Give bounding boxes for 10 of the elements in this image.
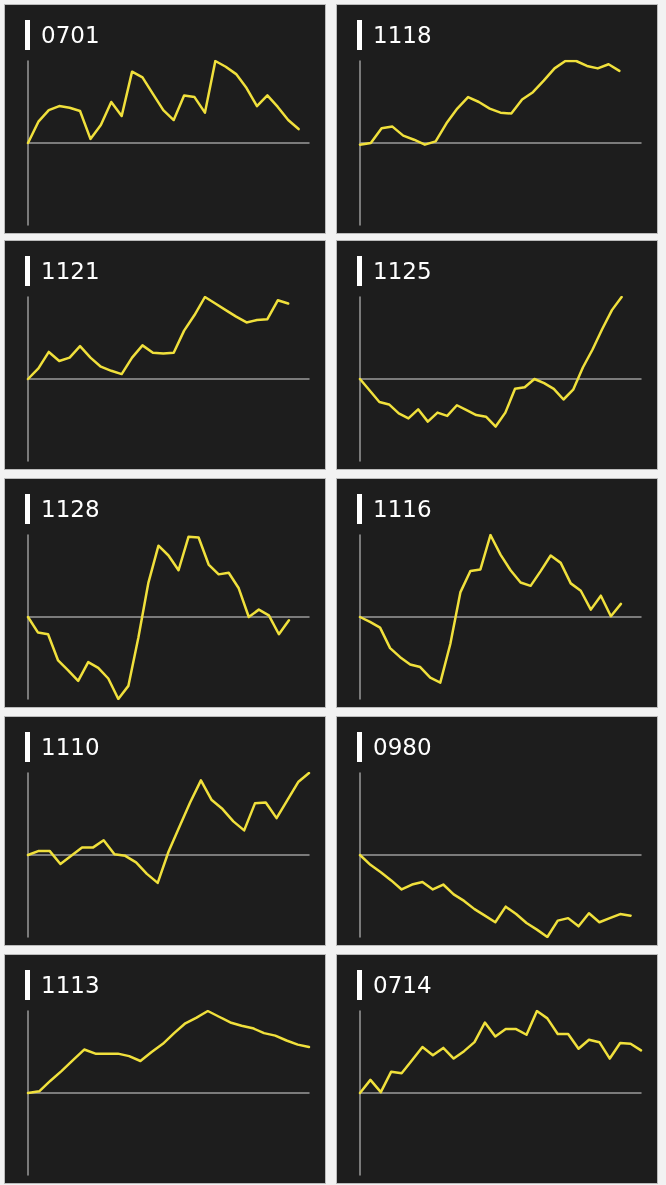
chart-title: 0701 [41, 22, 100, 48]
chart-title: 0980 [373, 734, 432, 760]
chart-title: 1125 [373, 258, 432, 284]
chart-title: 1113 [41, 972, 100, 998]
chart-title: 1121 [41, 258, 100, 284]
chart-title: 1118 [373, 22, 432, 48]
chart-title: 1116 [373, 496, 432, 522]
chart-title: 1110 [41, 734, 100, 760]
chart-title: 1128 [41, 496, 100, 522]
chart-title: 0714 [373, 972, 432, 998]
